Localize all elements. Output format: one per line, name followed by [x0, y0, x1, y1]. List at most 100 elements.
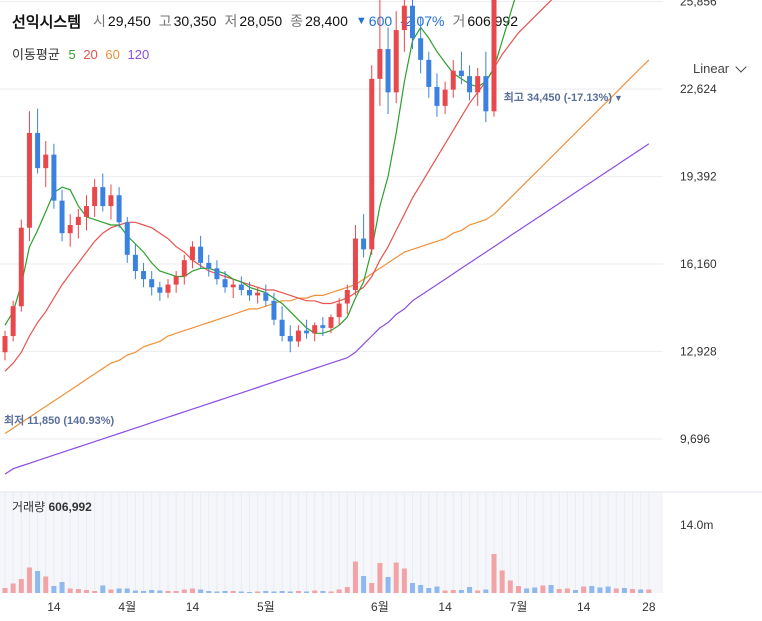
ma-5[interactable]: 5: [68, 47, 76, 62]
volume-bar: [116, 588, 122, 593]
volume-bar: [499, 570, 505, 593]
candle-body: [214, 268, 220, 280]
volume-panel-value: 606,992: [48, 500, 92, 514]
volume-bar: [515, 586, 521, 593]
max-down-arrow-icon: ▼: [614, 93, 623, 103]
open-label: 시: [93, 13, 106, 29]
y-tick-label: 16,160: [680, 257, 717, 271]
volume-tick-label: 14.0m: [680, 518, 713, 532]
candle-body: [361, 238, 367, 250]
candle-body: [173, 276, 179, 285]
volume-bar: [35, 571, 41, 593]
candle-body: [491, 0, 497, 112]
volume-bar: [450, 590, 456, 593]
x-tick-label: 14: [186, 600, 200, 614]
candle-body: [255, 292, 261, 296]
moving-average-legend: 이동평균 5 20 60 120: [12, 44, 154, 63]
volume-bar: [344, 587, 350, 593]
x-tick-label: 14: [47, 600, 61, 614]
candle-body: [271, 300, 277, 320]
candle-body: [124, 222, 130, 255]
volume-bar: [491, 554, 497, 593]
candle-body: [247, 289, 252, 296]
y-tick-label: 12,928: [680, 345, 717, 359]
candle-body: [287, 336, 293, 342]
volume-bar: [589, 586, 595, 593]
volume-bar: [165, 591, 171, 593]
high-value: 30,350: [173, 13, 217, 29]
candle-body: [320, 325, 326, 328]
volume-bar: [295, 591, 301, 593]
ma-20[interactable]: 20: [83, 47, 98, 62]
ma-120[interactable]: 120: [127, 47, 150, 62]
x-tick-label: 5월: [257, 600, 275, 614]
candle-body: [475, 76, 481, 93]
ma-60[interactable]: 60: [105, 47, 120, 62]
candle-body: [385, 49, 391, 93]
candle-body: [230, 284, 236, 288]
volume-bar: [434, 586, 440, 593]
volume-bar: [638, 589, 644, 593]
volume-bar: [548, 585, 554, 593]
y-tick-label: 9,696: [680, 432, 710, 446]
volume-bar: [100, 585, 106, 593]
candle-body: [18, 227, 24, 307]
candle-body: [304, 330, 310, 334]
candle-body: [75, 216, 81, 226]
candle-body: [458, 70, 464, 77]
candle-body: [344, 289, 350, 304]
close-value: 28,400: [305, 13, 348, 29]
candle-body: [483, 76, 489, 112]
volume-bar: [621, 588, 627, 593]
candle-body: [35, 132, 41, 169]
volume-bar: [2, 588, 8, 593]
volume-bar: [230, 591, 236, 593]
volume-bar: [198, 589, 204, 593]
candle-body: [141, 271, 147, 280]
scale-dropdown[interactable]: Linear: [693, 60, 747, 76]
ma20-line: [4, 0, 553, 372]
candle-body: [165, 284, 171, 293]
volume-bar: [564, 588, 570, 593]
candle-body: [401, 5, 407, 31]
x-tick-label: 14: [577, 600, 591, 614]
candle-body: [393, 30, 399, 93]
volume-bar: [304, 591, 310, 593]
volume-bar: [352, 561, 358, 593]
volume-bar: [556, 589, 562, 593]
volume-bar: [214, 591, 220, 593]
x-tick-label: 7월: [510, 600, 528, 614]
volume-bar: [222, 591, 228, 593]
x-tick-label: 28: [642, 600, 656, 614]
candle-body: [377, 49, 383, 79]
candle-body: [467, 76, 473, 93]
scale-label: Linear: [693, 61, 730, 76]
volume-bar: [467, 587, 473, 593]
volume-bar: [255, 591, 261, 593]
volume-bar: [369, 583, 375, 593]
candle-body: [51, 154, 57, 201]
volume-bar: [418, 585, 424, 593]
candle-body: [157, 287, 163, 293]
candle-body: [132, 254, 138, 272]
volume-bar: [377, 563, 383, 593]
volume-bar: [26, 567, 32, 593]
candle-body: [43, 154, 49, 169]
volume-bar: [141, 591, 147, 593]
candle-body: [418, 38, 424, 60]
candle-body: [295, 330, 301, 342]
volume-bar: [287, 591, 293, 593]
x-tick-label: 6월: [371, 600, 389, 614]
volume-bar: [613, 588, 619, 593]
max-price-label: 최고 34,450 (-17.13%): [504, 90, 613, 104]
candle-body: [426, 59, 432, 87]
candle-body: [328, 317, 334, 328]
candle-body: [312, 325, 318, 334]
candle-body: [189, 246, 195, 261]
y-tick-label: 19,392: [680, 170, 717, 184]
volume-bar: [247, 592, 252, 593]
volume-bar: [18, 579, 24, 593]
low-label: 저: [224, 13, 238, 29]
volume-bar: [173, 591, 179, 593]
